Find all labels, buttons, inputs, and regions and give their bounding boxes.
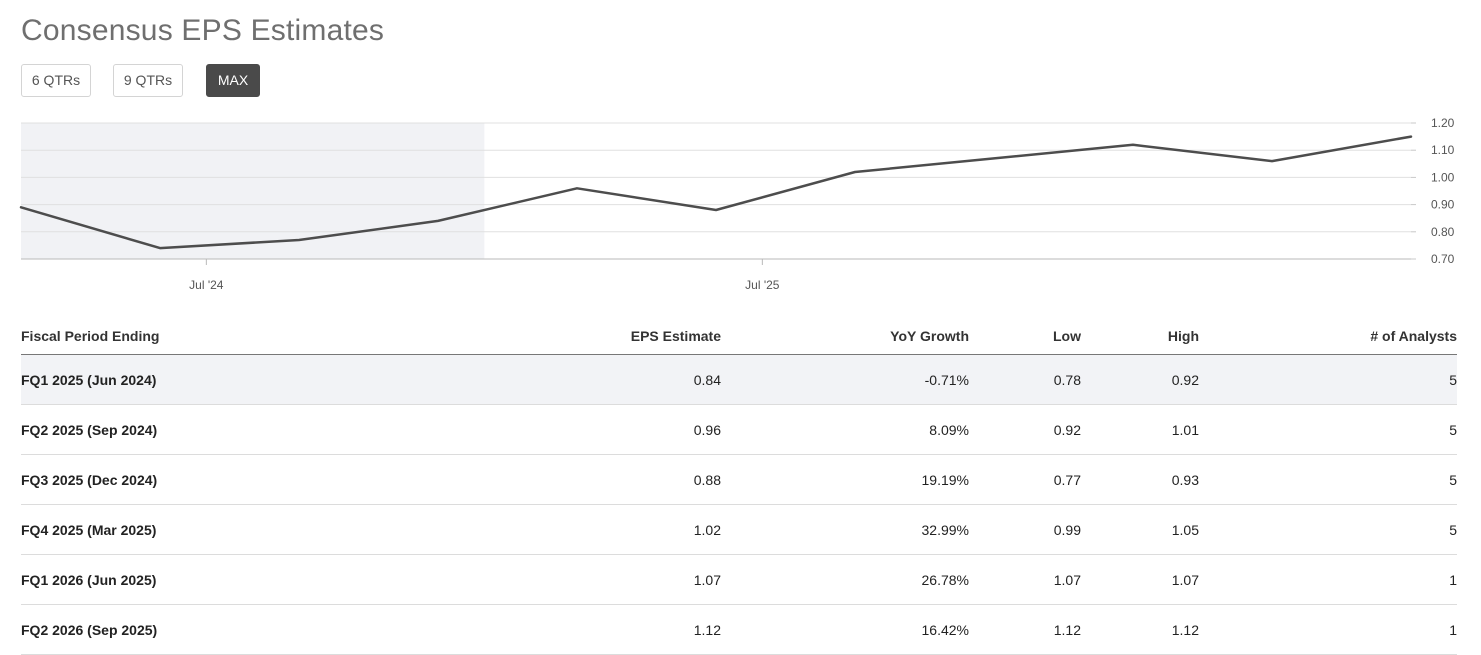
cell-yoy: 32.99% — [721, 505, 969, 555]
header-low[interactable]: Low — [969, 318, 1081, 355]
cell-yoy: -0.71% — [721, 355, 969, 405]
cell-high: 1.12 — [1081, 605, 1199, 655]
cell-high: 0.93 — [1081, 455, 1199, 505]
eps-estimates-table: Fiscal Period Ending EPS Estimate YoY Gr… — [21, 318, 1457, 655]
cell-low: 0.99 — [969, 505, 1081, 555]
table-row: FQ2 2025 (Sep 2024) 0.96 8.09% 0.92 1.01… — [21, 405, 1457, 455]
cell-high: 1.01 — [1081, 405, 1199, 455]
cell-period: FQ1 2026 (Jun 2025) — [21, 555, 461, 605]
header-high[interactable]: High — [1081, 318, 1199, 355]
range-6-qtrs-button[interactable]: 6 QTRs — [21, 64, 91, 97]
eps-line-chart: 0.70 0.80 0.90 1.00 1.10 1.20 Jul '24 Jul '25 — [0, 110, 1481, 300]
cell-analysts: 1 — [1199, 605, 1457, 655]
cell-low: 1.12 — [969, 605, 1081, 655]
cell-period: FQ1 2025 (Jun 2024) — [21, 355, 461, 405]
cell-period: FQ4 2025 (Mar 2025) — [21, 505, 461, 555]
cell-analysts: 5 — [1199, 405, 1457, 455]
cell-period: FQ3 2025 (Dec 2024) — [21, 455, 461, 505]
cell-yoy: 26.78% — [721, 555, 969, 605]
cell-eps: 1.07 — [461, 555, 721, 605]
y-tick-label: 0.80 — [1431, 225, 1455, 239]
cell-low: 0.77 — [969, 455, 1081, 505]
cell-eps: 0.96 — [461, 405, 721, 455]
cell-analysts: 1 — [1199, 555, 1457, 605]
y-tick-label: 0.90 — [1431, 198, 1455, 212]
header-analysts[interactable]: # of Analysts — [1199, 318, 1457, 355]
table-row: FQ2 2026 (Sep 2025) 1.12 16.42% 1.12 1.1… — [21, 605, 1457, 655]
cell-high: 0.92 — [1081, 355, 1199, 405]
table-row: FQ4 2025 (Mar 2025) 1.02 32.99% 0.99 1.0… — [21, 505, 1457, 555]
cell-low: 1.07 — [969, 555, 1081, 605]
header-yoy-growth[interactable]: YoY Growth — [721, 318, 969, 355]
y-tick-label: 1.10 — [1431, 143, 1455, 157]
cell-analysts: 5 — [1199, 505, 1457, 555]
cell-eps: 0.84 — [461, 355, 721, 405]
table-header-row: Fiscal Period Ending EPS Estimate YoY Gr… — [21, 318, 1457, 355]
cell-analysts: 5 — [1199, 455, 1457, 505]
cell-low: 0.92 — [969, 405, 1081, 455]
x-tick-label: Jul '25 — [745, 278, 780, 292]
cell-eps: 1.02 — [461, 505, 721, 555]
cell-yoy: 16.42% — [721, 605, 969, 655]
header-fiscal-period[interactable]: Fiscal Period Ending — [21, 318, 461, 355]
cell-eps: 1.12 — [461, 605, 721, 655]
range-9-qtrs-button[interactable]: 9 QTRs — [113, 64, 183, 97]
cell-period: FQ2 2025 (Sep 2024) — [21, 405, 461, 455]
header-eps-estimate[interactable]: EPS Estimate — [461, 318, 721, 355]
table-row: FQ3 2025 (Dec 2024) 0.88 19.19% 0.77 0.9… — [21, 455, 1457, 505]
range-max-button[interactable]: MAX — [206, 64, 260, 97]
cell-eps: 0.88 — [461, 455, 721, 505]
y-tick-label: 0.70 — [1431, 252, 1455, 266]
y-tick-label: 1.00 — [1431, 170, 1455, 184]
cell-low: 0.78 — [969, 355, 1081, 405]
page-title: Consensus EPS Estimates — [21, 14, 384, 48]
y-tick-label: 1.20 — [1431, 116, 1455, 130]
table-row: FQ1 2025 (Jun 2024) 0.84 -0.71% 0.78 0.9… — [21, 355, 1457, 405]
cell-yoy: 8.09% — [721, 405, 969, 455]
x-tick-label: Jul '24 — [189, 278, 224, 292]
cell-yoy: 19.19% — [721, 455, 969, 505]
cell-period: FQ2 2026 (Sep 2025) — [21, 605, 461, 655]
cell-high: 1.07 — [1081, 555, 1199, 605]
cell-analysts: 5 — [1199, 355, 1457, 405]
cell-high: 1.05 — [1081, 505, 1199, 555]
past-period-shade — [21, 123, 484, 259]
table-row: FQ1 2026 (Jun 2025) 1.07 26.78% 1.07 1.0… — [21, 555, 1457, 605]
